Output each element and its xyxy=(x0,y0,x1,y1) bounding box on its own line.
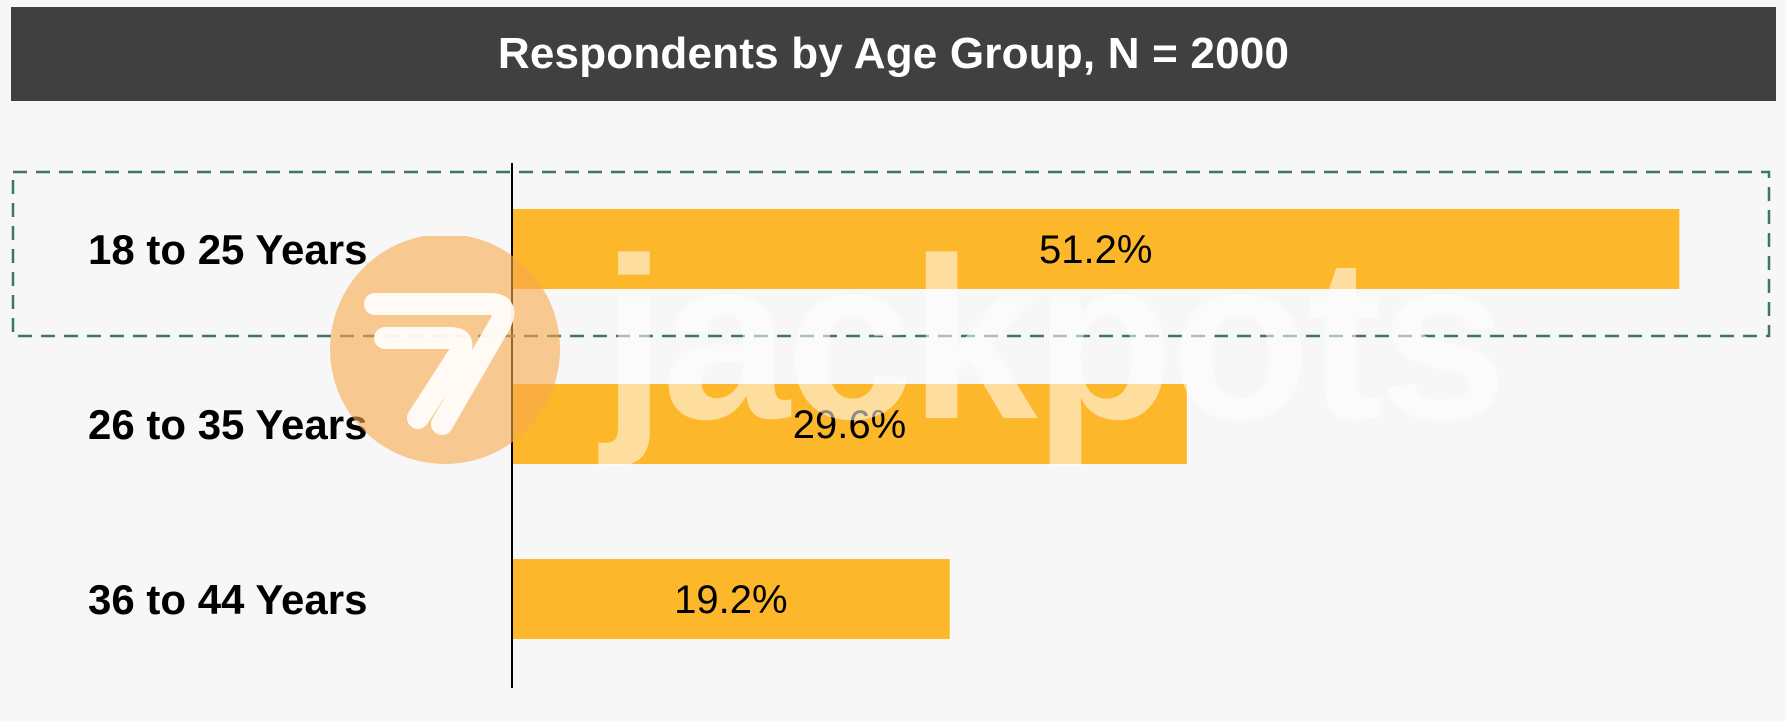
category-label: 36 to 44 Years xyxy=(88,576,367,623)
category-label: 18 to 25 Years xyxy=(88,226,367,273)
chart-title: Respondents by Age Group, N = 2000 xyxy=(11,7,1776,101)
bar-3 xyxy=(512,559,950,639)
bar-value-label: 51.2% xyxy=(1039,228,1152,272)
labels-layer: 51.2% 18 to 25 Years 29.6% 26 to 35 Years 19… xyxy=(88,226,1152,623)
bar-value-label: 29.6% xyxy=(793,403,906,447)
bar-1 xyxy=(512,209,1680,289)
highlight-box xyxy=(11,170,1771,338)
bars-layer xyxy=(512,209,1680,639)
category-label: 26 to 35 Years xyxy=(88,401,367,448)
bar-2 xyxy=(512,384,1187,464)
bar-value-label: 19.2% xyxy=(674,578,787,622)
